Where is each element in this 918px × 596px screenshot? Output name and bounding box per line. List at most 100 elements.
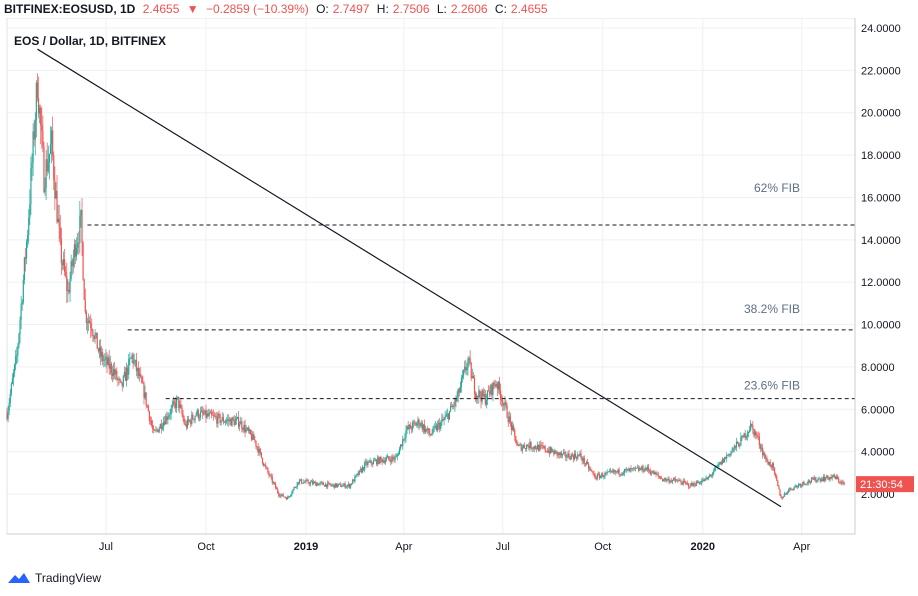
candle-body xyxy=(48,153,50,163)
candle-body xyxy=(152,425,154,429)
candle-body xyxy=(664,478,666,480)
candle-body xyxy=(55,190,57,199)
candle-body xyxy=(474,393,477,399)
candle-body xyxy=(750,423,752,431)
candle-body xyxy=(216,416,218,424)
candle-body xyxy=(661,478,664,481)
price-change: −0.2859 (−10.39%) xyxy=(205,2,309,16)
candle-body xyxy=(81,209,83,243)
candle-body xyxy=(409,424,411,429)
candle-body xyxy=(211,414,214,416)
candle-body xyxy=(382,460,384,463)
tradingview-logo[interactable]: TradingView xyxy=(6,570,101,586)
candle-body xyxy=(777,480,779,486)
candle-body xyxy=(231,417,233,426)
candle-body xyxy=(95,332,97,335)
candle-body xyxy=(520,444,522,451)
candle-body xyxy=(805,484,807,486)
candle-body xyxy=(310,481,313,483)
x-tick-label: Apr xyxy=(793,541,810,553)
candle-body xyxy=(441,419,443,423)
candle-body xyxy=(568,453,570,458)
candle-body xyxy=(842,482,844,483)
candle-body xyxy=(833,474,835,477)
candle-body xyxy=(560,452,563,456)
candle-body xyxy=(801,484,803,487)
candle-body xyxy=(52,130,54,156)
candle-body xyxy=(653,470,655,475)
candle-body xyxy=(396,454,398,457)
candle-body xyxy=(792,489,794,490)
candle-body xyxy=(521,447,523,451)
change-arrow-icon: ▼ xyxy=(186,2,199,16)
candle-body xyxy=(746,433,748,437)
candle-body xyxy=(804,483,806,485)
candle-body xyxy=(429,433,431,436)
candle-body xyxy=(368,462,370,463)
y-tick-label: 8.0000 xyxy=(861,362,895,374)
candle-body xyxy=(278,492,280,496)
candle-body xyxy=(135,359,137,371)
candle-body xyxy=(104,358,106,360)
candle-body xyxy=(181,407,183,415)
candle-body xyxy=(36,82,39,99)
candle-body xyxy=(241,421,243,429)
candle-body xyxy=(473,378,476,394)
candle-body xyxy=(103,359,105,361)
candle-body xyxy=(567,453,569,458)
candle-body xyxy=(829,477,831,480)
candle-body xyxy=(435,425,438,431)
candle-body xyxy=(507,417,509,423)
candle-body xyxy=(825,478,827,481)
candle-body xyxy=(438,422,440,425)
candle-body xyxy=(754,431,756,436)
candle-body xyxy=(643,471,645,472)
candle-body xyxy=(603,476,605,478)
candle-body xyxy=(559,452,561,456)
candle-body xyxy=(98,347,101,352)
candle-body xyxy=(122,376,124,387)
candle-body xyxy=(745,436,747,439)
candle-body xyxy=(162,421,165,428)
price-axis[interactable]: 2.00004.00006.00008.000010.000012.000014… xyxy=(854,18,901,534)
trendline[interactable] xyxy=(37,48,782,508)
candle-body xyxy=(813,478,815,480)
candle-body xyxy=(257,447,259,454)
candle-body xyxy=(294,487,296,488)
candle-body xyxy=(178,396,180,409)
candle-body xyxy=(370,460,372,464)
candle-body xyxy=(508,416,510,423)
candle-body xyxy=(229,419,231,422)
candle-body xyxy=(552,450,554,452)
candle-body xyxy=(222,417,224,423)
time-axis[interactable]: Jul Oct 2019 Apr Jul Oct 2020 Apr xyxy=(7,533,855,553)
candle-body xyxy=(92,331,94,336)
candle-body xyxy=(376,459,378,465)
candle-body xyxy=(306,480,308,481)
symbol-label[interactable]: BITFINEX:EOSUSD, 1D xyxy=(4,2,136,16)
candle-body xyxy=(491,384,493,395)
candle-body xyxy=(542,445,544,448)
candle-body xyxy=(782,496,784,499)
plot-border xyxy=(6,18,856,535)
candle-body xyxy=(331,485,333,486)
candle-body xyxy=(431,433,433,435)
candle-body xyxy=(136,368,139,371)
candle-body xyxy=(39,107,41,114)
candle-body xyxy=(362,467,365,470)
candle-body xyxy=(796,485,798,487)
candle-body xyxy=(841,482,843,484)
candle-body xyxy=(176,398,178,408)
candle-body xyxy=(742,435,744,438)
candle-body xyxy=(14,364,16,373)
candle-body xyxy=(697,482,700,484)
candle-body xyxy=(167,417,169,420)
candle-body xyxy=(336,484,339,487)
x-tick-label: Jul xyxy=(496,541,510,553)
candle-body xyxy=(423,424,426,432)
candle-body xyxy=(502,400,504,406)
candles xyxy=(6,73,845,501)
candle-body xyxy=(734,445,737,448)
candle-body xyxy=(145,392,147,406)
